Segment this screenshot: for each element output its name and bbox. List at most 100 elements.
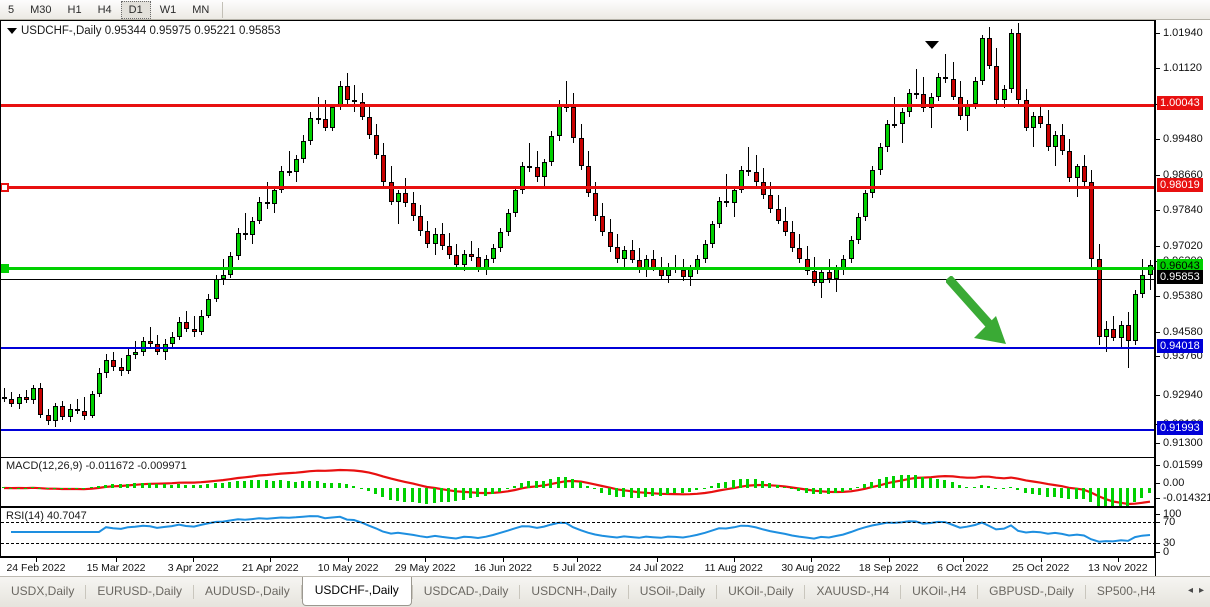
chart-frame[interactable]: USDCHF-,Daily 0.95344 0.95975 0.95221 0.… xyxy=(0,20,1210,576)
candle-wick xyxy=(894,96,895,129)
date-label: 21 Apr 2022 xyxy=(241,562,299,574)
tab-usdcnh-daily[interactable]: USDCNH-,Daily xyxy=(531,584,617,598)
price-pane[interactable]: USDCHF-,Daily 0.95344 0.95975 0.95221 0.… xyxy=(0,20,1155,457)
macd-bar xyxy=(338,483,341,488)
tab-ukoil-daily[interactable]: UKOil-,Daily xyxy=(728,584,794,598)
macd-bar xyxy=(104,484,107,488)
candle-body xyxy=(1126,325,1131,341)
chart-plot-region[interactable]: USDCHF-,Daily 0.95344 0.95975 0.95221 0.… xyxy=(0,20,1155,576)
price-axis[interactable]: 1.019401.011201.003000.994800.986600.978… xyxy=(1155,20,1210,576)
axis-label: -0.014321 xyxy=(1163,492,1210,504)
support-0.96043[interactable] xyxy=(1,267,1154,270)
macd-bar xyxy=(374,488,377,494)
candle-body xyxy=(987,38,992,66)
price-badge-0.98019[interactable]: 0.98019 xyxy=(1157,178,1203,192)
price-badge-0.91993[interactable]: 0.91993 xyxy=(1157,421,1203,435)
tab-gbpusd-daily[interactable]: GBPUSD-,Daily xyxy=(989,584,1074,598)
tab-audusd-daily[interactable]: AUDUSD-,Daily xyxy=(205,584,290,598)
macd-signal-line xyxy=(3,468,1151,506)
price-badge-0.96043[interactable]: 0.96043 xyxy=(1157,259,1203,273)
timeframe-mn[interactable]: MN xyxy=(192,3,210,16)
tab-usdcad-daily[interactable]: USDCAD-,Daily xyxy=(423,584,509,598)
rsi-level-70 xyxy=(1,522,1154,523)
price-axis-tick xyxy=(1156,210,1160,211)
macd-bar xyxy=(236,480,239,488)
macd-bar xyxy=(549,479,552,488)
candle-body xyxy=(308,117,313,142)
tab-usoil-daily[interactable]: USOil-,Daily xyxy=(639,584,706,598)
tab-prev-icon[interactable]: ◂ xyxy=(1187,585,1193,596)
candle-body xyxy=(797,247,802,260)
candle-wick xyxy=(135,340,136,360)
candle-body xyxy=(177,322,182,337)
price-badge-0.95853[interactable]: 0.95853 xyxy=(1157,270,1203,284)
macd-bar xyxy=(2,487,5,488)
tab-usdchf-daily[interactable]: USDCHF-,Daily xyxy=(301,577,412,606)
chart-tab-bar[interactable]: USDX,Daily EURUSD-,Daily AUDUSD-,Daily USDC… xyxy=(0,576,1210,607)
date-label: 24 Feb 2022 xyxy=(6,562,66,574)
candle-body xyxy=(228,256,233,275)
tab-ukoil-h4[interactable]: UKOil-,H4 xyxy=(912,584,967,598)
caret-down-icon[interactable] xyxy=(7,27,17,34)
rsi-pane[interactable]: RSI(14) 40.7047 xyxy=(0,507,1155,557)
resistance-1.00043[interactable] xyxy=(1,104,1154,107)
support-0.96043-handle[interactable] xyxy=(1,264,9,273)
tab-separator xyxy=(411,585,413,599)
candle-wick xyxy=(821,267,822,299)
resistance-0.98019[interactable] xyxy=(1,186,1154,189)
support-0.91993[interactable] xyxy=(1,429,1154,431)
candle-wick xyxy=(405,177,406,208)
date-tick xyxy=(425,558,427,562)
rsi-level-30 xyxy=(1,543,1154,544)
date-axis[interactable]: 24 Feb 2022 15 Mar 2022 3 Apr 2022 21 Apr 2… xyxy=(0,557,1155,576)
tab-sp500-h4[interactable]: SP500-,H4 xyxy=(1096,584,1156,598)
price-badge-0.94018[interactable]: 0.94018 xyxy=(1157,339,1203,353)
price-badge-1.00043[interactable]: 1.00043 xyxy=(1157,96,1203,110)
price-axis-tick xyxy=(1156,296,1160,297)
price-axis-label: 0.92940 xyxy=(1163,389,1203,401)
tab-eurusd-daily[interactable]: EURUSD-,Daily xyxy=(97,584,183,598)
macd-bar xyxy=(206,484,209,488)
date-tick xyxy=(348,558,350,562)
candle-wick xyxy=(26,390,27,403)
candle-body xyxy=(389,181,394,202)
candle-wick xyxy=(683,259,684,281)
macd-bar xyxy=(38,488,41,489)
macd-bar xyxy=(724,481,727,488)
timeframe-h4[interactable]: H4 xyxy=(97,3,112,16)
macd-bar xyxy=(469,488,472,499)
macd-bar xyxy=(856,487,859,488)
chart-top-marker-icon[interactable] xyxy=(925,41,939,49)
symbol-header: USDCHF-,Daily 0.95344 0.95975 0.95221 0.… xyxy=(7,25,281,37)
timeframe-m30[interactable]: M30 xyxy=(30,3,52,16)
support-0.94018[interactable] xyxy=(1,347,1154,349)
timeframe-5[interactable]: 5 xyxy=(8,3,15,16)
timeframe-w1[interactable]: W1 xyxy=(159,3,177,16)
macd-bar xyxy=(323,482,326,488)
macd-bar xyxy=(914,475,917,488)
tab-next-icon[interactable]: ▸ xyxy=(1198,585,1204,596)
candle-body xyxy=(9,398,14,404)
date-label: 13 Nov 2022 xyxy=(1088,562,1148,574)
macd-bar xyxy=(739,478,742,488)
candle-body xyxy=(812,270,817,283)
tab-nav[interactable]: ◂ ▸ xyxy=(1182,577,1210,596)
tab-usdx-daily[interactable]: USDX,Daily xyxy=(11,584,75,598)
macd-bar xyxy=(148,483,151,488)
macd-bar xyxy=(301,481,304,488)
toolbar-divider xyxy=(222,1,224,18)
macd-bar xyxy=(199,485,202,488)
timeframe-d1[interactable]: D1 xyxy=(120,0,151,19)
timeframe-toolbar[interactable]: 5 M30 H1 H4 D1 W1 MN xyxy=(0,0,1210,20)
date-label: 29 May 2022 xyxy=(394,562,456,574)
bearish-forecast-arrow[interactable] xyxy=(946,276,1026,361)
macd-pane[interactable]: MACD(12,26,9) -0.011672 -0.009971 xyxy=(0,457,1155,507)
current-price-line[interactable] xyxy=(1,279,1154,280)
candle-body xyxy=(878,146,883,171)
candle-body xyxy=(1148,265,1153,275)
candle-wick xyxy=(84,396,85,420)
resistance-0.98019-handle[interactable] xyxy=(1,183,9,192)
timeframe-h1[interactable]: H1 xyxy=(67,3,82,16)
tab-xauusd-h4[interactable]: XAUUSD-,H4 xyxy=(816,584,890,598)
candle-body xyxy=(724,201,729,204)
